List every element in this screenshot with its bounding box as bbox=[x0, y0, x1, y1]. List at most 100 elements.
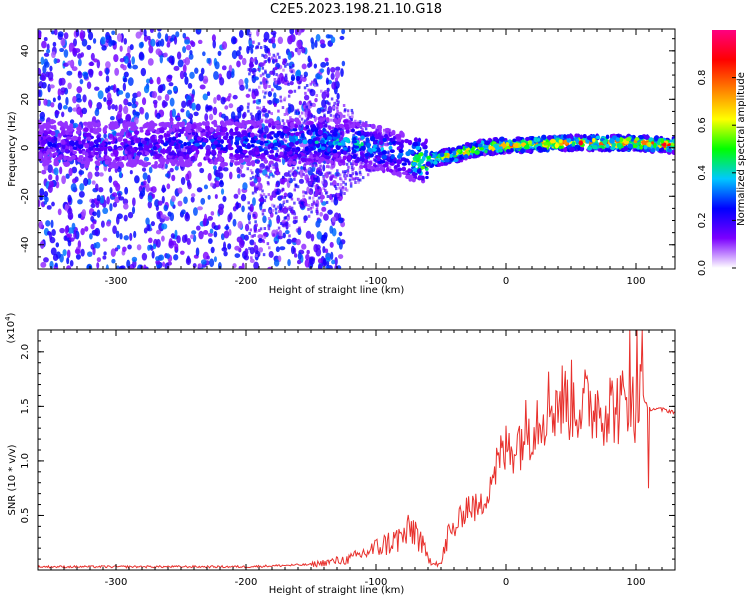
noise-cell bbox=[141, 252, 148, 261]
noise-cell bbox=[256, 106, 259, 110]
noise-cell bbox=[38, 80, 44, 89]
noise-cell bbox=[156, 76, 161, 85]
ridge-cell bbox=[181, 121, 185, 126]
colorbar-tick-label: 0.8 bbox=[697, 70, 708, 86]
ridge-cell bbox=[191, 145, 198, 151]
noise-cell bbox=[136, 244, 142, 251]
ridge-cell bbox=[407, 168, 412, 173]
noise-cell bbox=[315, 203, 318, 207]
noise-cell bbox=[307, 167, 311, 171]
noise-cell bbox=[258, 106, 262, 110]
noise-cell bbox=[278, 159, 282, 163]
noise-cell bbox=[328, 102, 331, 106]
noise-cell bbox=[349, 152, 352, 156]
noise-cell bbox=[329, 241, 334, 248]
ridge-cell bbox=[45, 121, 51, 128]
noise-cell bbox=[300, 111, 304, 115]
ridge-cell bbox=[524, 144, 530, 150]
ridge-cell bbox=[484, 149, 488, 154]
ridge-cell bbox=[177, 132, 182, 138]
noise-cell bbox=[94, 86, 100, 91]
ridge-cell bbox=[241, 130, 247, 136]
noise-cell bbox=[146, 78, 150, 84]
noise-cell bbox=[338, 186, 341, 190]
noise-cell bbox=[204, 113, 209, 122]
ridge-cell bbox=[384, 161, 389, 166]
ridge-cell bbox=[136, 151, 143, 156]
noise-cell bbox=[57, 102, 63, 111]
noise-cell bbox=[280, 189, 283, 193]
ridge-cell bbox=[230, 131, 235, 136]
ridge-cell bbox=[441, 148, 446, 154]
noise-cell bbox=[43, 257, 49, 263]
noise-cell bbox=[147, 201, 153, 209]
noise-cell bbox=[334, 184, 337, 188]
ridge-cell bbox=[105, 155, 110, 160]
noise-cell bbox=[341, 170, 345, 174]
ridge-cell bbox=[244, 138, 249, 142]
noise-cell bbox=[86, 81, 92, 90]
noise-cell bbox=[47, 164, 53, 174]
noise-cell bbox=[72, 107, 78, 112]
noise-cell bbox=[324, 108, 327, 112]
y-tick-label: 2.0 bbox=[20, 344, 31, 360]
ridge-cell bbox=[149, 125, 153, 131]
noise-cell bbox=[303, 164, 307, 168]
noise-cell bbox=[125, 92, 131, 99]
noise-cell bbox=[343, 174, 346, 178]
noise-cell bbox=[373, 162, 376, 166]
noise-cell bbox=[157, 200, 163, 206]
noise-cell bbox=[304, 91, 307, 95]
ridge-cell bbox=[259, 140, 264, 146]
ridge-cell bbox=[102, 127, 107, 134]
noise-cell bbox=[249, 112, 253, 116]
noise-cell bbox=[302, 198, 305, 202]
noise-cell bbox=[140, 41, 144, 48]
ridge-cell bbox=[38, 153, 43, 159]
ridge-cell bbox=[78, 150, 83, 154]
noise-cell bbox=[314, 81, 318, 85]
noise-cell bbox=[296, 108, 300, 112]
noise-cell bbox=[113, 183, 120, 188]
noise-cell bbox=[274, 58, 278, 62]
noise-cell bbox=[336, 109, 339, 113]
noise-cell bbox=[301, 63, 307, 70]
noise-cell bbox=[306, 117, 310, 121]
noise-cell bbox=[337, 254, 344, 259]
noise-cell bbox=[303, 75, 307, 79]
ridge-cell bbox=[586, 135, 591, 140]
noise-cell bbox=[217, 206, 224, 216]
noise-cell bbox=[173, 35, 178, 45]
noise-cell bbox=[50, 30, 55, 35]
noise-cell bbox=[273, 259, 280, 267]
ridge-cell bbox=[128, 145, 133, 149]
noise-cell bbox=[349, 184, 353, 188]
ridge-cell bbox=[150, 164, 157, 168]
ridge-cell bbox=[342, 155, 347, 161]
noise-cell bbox=[313, 193, 317, 197]
noise-cell bbox=[304, 202, 307, 206]
ridge-cell bbox=[342, 150, 348, 155]
noise-cell bbox=[47, 71, 54, 81]
noise-cell bbox=[296, 259, 302, 265]
ridge-cell bbox=[113, 121, 119, 127]
noise-cell bbox=[117, 192, 122, 199]
noise-cell bbox=[290, 197, 294, 201]
noise-cell bbox=[156, 211, 161, 220]
noise-cell bbox=[350, 117, 353, 121]
ridge-cell bbox=[174, 144, 179, 150]
noise-cell bbox=[84, 226, 89, 232]
noise-cell bbox=[186, 238, 191, 245]
ridge-cell bbox=[592, 144, 598, 150]
noise-cell bbox=[241, 205, 245, 213]
ridge-cell bbox=[107, 141, 111, 145]
noise-cell bbox=[313, 104, 316, 108]
ridge-cell bbox=[395, 171, 401, 177]
noise-cell bbox=[190, 193, 196, 198]
ridge-cell bbox=[347, 154, 352, 161]
noise-cell bbox=[315, 83, 319, 87]
noise-cell bbox=[52, 97, 56, 103]
noise-cell bbox=[170, 55, 175, 65]
noise-cell bbox=[332, 114, 336, 118]
noise-cell bbox=[311, 164, 314, 168]
